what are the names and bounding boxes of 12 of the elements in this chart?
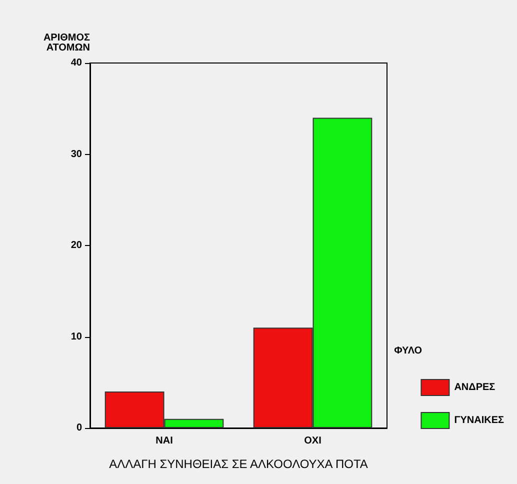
- y-tick-label: 0: [76, 422, 82, 434]
- y-tick-label: 30: [70, 148, 82, 160]
- x-tick-label: ΟΧΙ: [304, 436, 322, 446]
- x-tick-label: ΝΑΙ: [156, 436, 174, 446]
- y-axis-title: ΑΡΙΘΜΟΣ ΑΤΟΜΩΝ: [43, 32, 90, 54]
- legend-label: ΑΝΔΡΕΣ: [454, 382, 496, 393]
- y-tick-label: 40: [70, 58, 82, 68]
- x-axis-title: ΑΛΛΑΓΗ ΣΥΝΗΘΕΙΑΣ ΣΕ ΑΛΚΟΟΛΟΥΧΑ ΠΟΤΑ: [109, 457, 368, 471]
- y-tick-label: 20: [70, 240, 82, 251]
- y-tick-label: 10: [70, 331, 82, 342]
- legend-title: ΦΥΛΟ: [394, 346, 422, 356]
- legend-label: ΓΥΝΑΙΚΕΣ: [454, 415, 504, 426]
